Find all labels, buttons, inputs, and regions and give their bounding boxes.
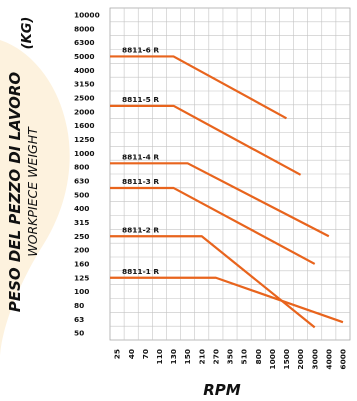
x-tick-label: 270 (211, 349, 220, 364)
series-label: 8811-2 R (122, 225, 159, 234)
series-line (110, 104, 302, 176)
x-tick-label: 1000 (268, 349, 277, 370)
series-label: 8811-6 R (122, 45, 159, 54)
x-tick-label: 350 (226, 349, 235, 364)
x-tick-label: 150 (183, 349, 192, 364)
series-line (110, 162, 330, 238)
y-tick-label: 8000 (74, 24, 95, 33)
y-tick-label: 6300 (74, 38, 95, 47)
y-tick-label: 630 (74, 177, 89, 186)
x-tick-label: 70 (141, 349, 150, 359)
y-tick-label: 80 (74, 301, 84, 310)
y-tick-label: 50 (74, 329, 84, 338)
series-line (110, 186, 316, 265)
x-tick-labels: 25 40 70 110 130 150 210 270 350 510 800 1000 1500 20… (113, 349, 348, 370)
x-tick-label: 40 (127, 349, 136, 359)
y-axis-unit: (KG) (20, 17, 35, 50)
series-label: 8811-3 R (122, 177, 159, 186)
series-label: 8811-4 R (122, 152, 159, 161)
plot-grid (109, 7, 351, 341)
x-tick-label: 3000 (310, 349, 319, 370)
x-tick-label: 110 (155, 349, 164, 364)
y-tick-label: 500 (74, 190, 89, 199)
x-tick-label: 800 (254, 349, 263, 364)
series-label: 8811-5 R (122, 95, 159, 104)
y-tick-label: 315 (74, 218, 89, 227)
y-tick-label: 63 (74, 315, 84, 324)
y-tick-label: 800 (74, 163, 89, 172)
y-tick-label: 1000 (74, 149, 95, 158)
y-tick-label: 2000 (74, 107, 95, 116)
y-tick-label: 100 (74, 287, 89, 296)
y-tick-label: 5000 (74, 52, 95, 61)
y-tick-label: 2500 (74, 94, 95, 103)
x-tick-label: 2000 (296, 349, 305, 370)
x-tick-label: 510 (240, 349, 249, 364)
series-line (110, 235, 316, 329)
y-tick-label: 3150 (74, 80, 95, 89)
x-tick-label: 25 (113, 349, 122, 359)
series-label: 8811-1 R (122, 267, 159, 276)
x-tick-label: 210 (197, 349, 206, 364)
x-tick-label: 1500 (282, 349, 291, 370)
series-line (110, 276, 344, 324)
y-axis-sublabel: WORKPIECE WEIGHT (25, 126, 40, 257)
x-tick-label: 6000 (339, 349, 348, 370)
y-tick-label: 400 (74, 204, 89, 213)
y-tick-label: 1600 (74, 121, 95, 130)
y-tick-label: 4000 (74, 66, 95, 75)
y-tick-label: 10000 (74, 11, 100, 20)
y-tick-label: 160 (74, 260, 89, 269)
y-tick-label: 250 (74, 232, 89, 241)
y-tick-label: 200 (74, 246, 89, 255)
x-axis-label: RPM (203, 381, 241, 399)
y-tick-label: 1250 (74, 135, 95, 144)
y-axis-label: PESO DEL PEZZO DI LAVORO (6, 72, 24, 313)
x-tick-label: 4000 (324, 349, 333, 370)
y-tick-labels: 10000 8000 6300 5000 4000 3150 2500 2000 1600 125… (74, 11, 100, 338)
series-line (110, 55, 287, 120)
y-tick-label: 125 (74, 273, 89, 282)
x-tick-label: 130 (169, 349, 178, 364)
series-lines: 8811-6 R 8811-5 R 8811-4 R 8811-3 R 8811-2 R… (110, 45, 344, 329)
